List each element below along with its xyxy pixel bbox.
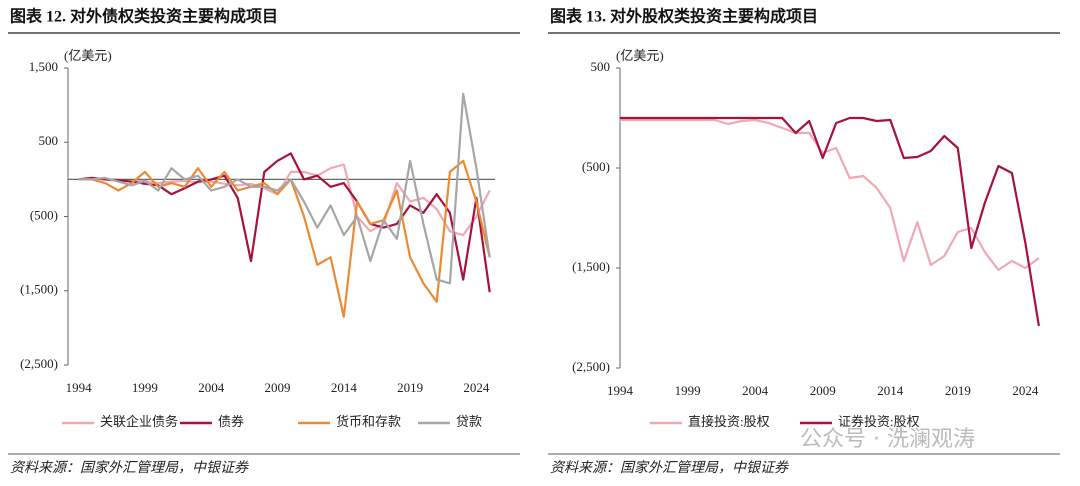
x-tick-label: 1994 [607,383,634,398]
y-tick-label: 500 [591,59,611,74]
y-tick-label: 1,500 [29,59,58,74]
y-tick-label: (500) [30,207,58,222]
x-tick-label: 2019 [945,383,971,398]
x-tick-label: 1999 [675,383,701,398]
x-tick-label: 1999 [132,380,158,395]
source-note: 资料来源：国家外汇管理局，中银证券 [10,460,249,476]
x-tick-label: 1994 [66,380,93,395]
x-tick-label: 2014 [331,380,358,395]
series-line [78,92,491,285]
x-tick-label: 2009 [810,383,836,398]
y-tick-label: 500 [39,133,59,148]
y-tick-label: (1,500) [20,282,58,297]
legend-label: 货币和存款 [336,414,401,429]
x-tick-label: 2014 [877,383,904,398]
y-tick-label: (1,500) [572,259,610,274]
series-line [620,116,1040,327]
legend-label: 直接投资:股权 [688,414,770,429]
legend-label: 关联企业债务 [100,414,178,429]
y-tick-label: (2,500) [20,356,58,371]
chart-title: 图表 13. 对外股权类投资主要构成项目 [550,7,818,26]
series-line [78,159,491,318]
unit-label: (亿美元) [616,48,664,63]
chart-title: 图表 12. 对外债权类投资主要构成项目 [10,7,278,26]
x-tick-label: 2004 [742,383,769,398]
unit-label: (亿美元) [64,48,112,63]
legend-label: 证券投资:股权 [838,414,920,429]
x-tick-label: 2024 [1012,383,1039,398]
x-tick-label: 2009 [265,380,291,395]
series-line [78,152,491,293]
x-tick-label: 2019 [397,380,423,395]
watermark: 公众号 · 洗澜观涛 [800,427,975,452]
y-tick-label: (2,500) [572,359,610,374]
legend-label: 债券 [218,414,244,429]
x-tick-label: 2004 [198,380,225,395]
y-tick-label: (500) [582,159,610,174]
legend-label: 贷款 [456,414,482,429]
x-tick-label: 2024 [463,380,490,395]
source-note: 资料来源：国家外汇管理局，中银证券 [550,460,789,476]
